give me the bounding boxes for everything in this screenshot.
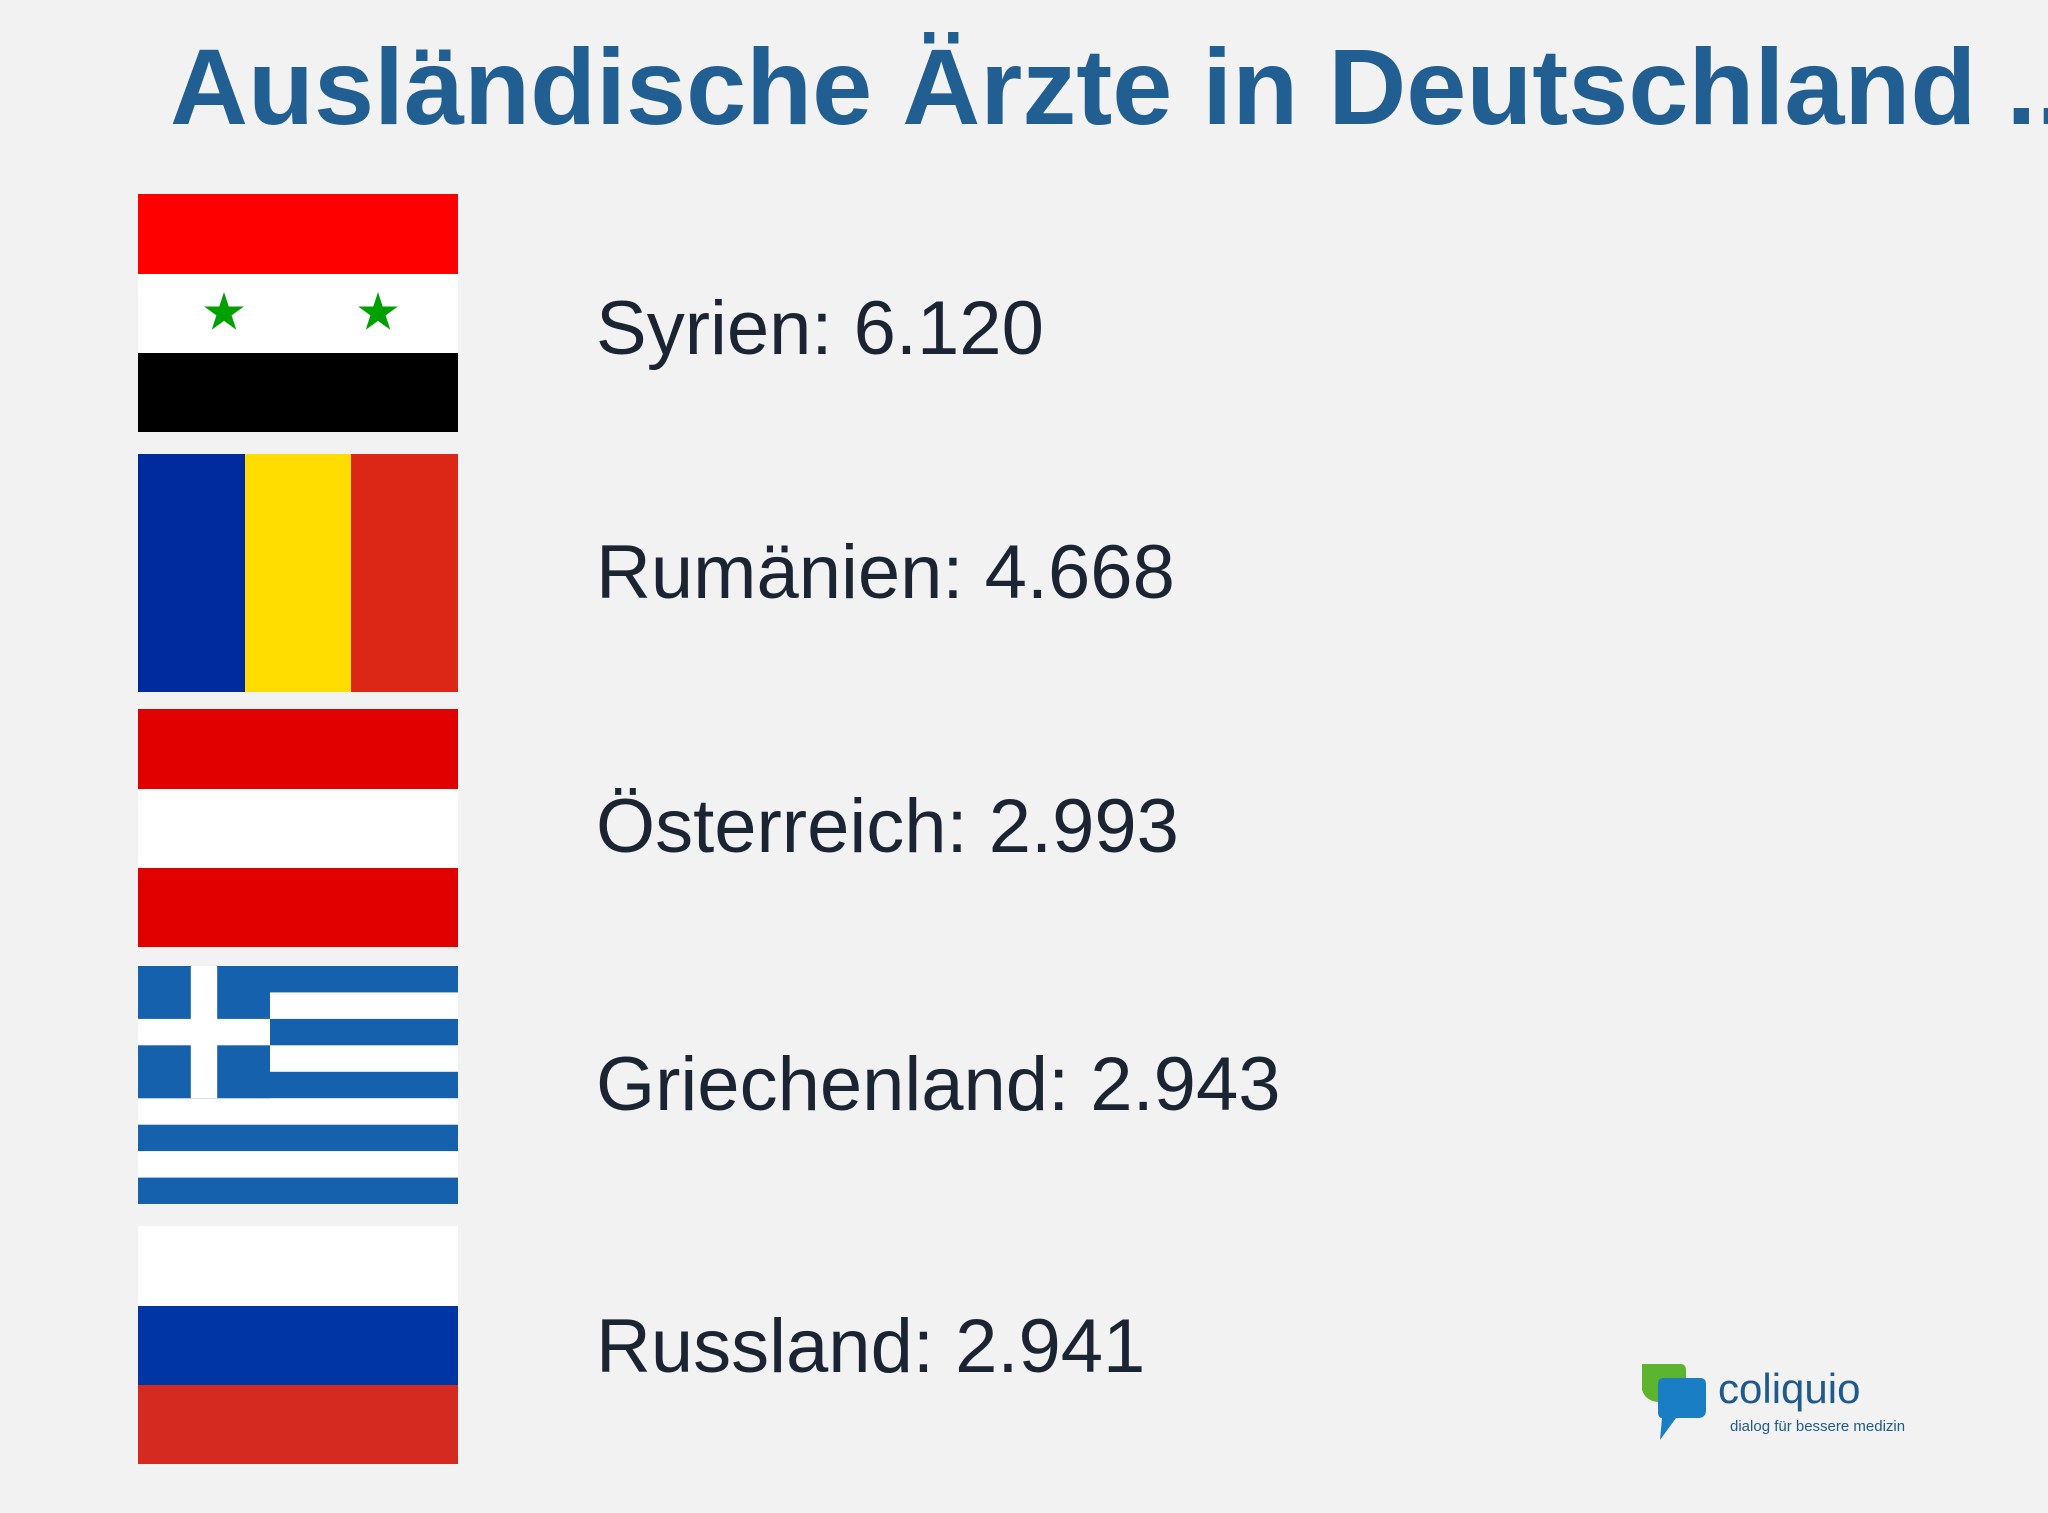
russia-flag-icon — [138, 1226, 458, 1464]
syria-flag-icon — [138, 194, 458, 432]
speech-bubble-leaf-icon — [1642, 1364, 1706, 1440]
country-label-russia: Russland: 2.941 — [596, 1304, 1146, 1389]
austria-flag-icon — [138, 709, 458, 947]
country-label-greece: Griechenland: 2.943 — [596, 1042, 1281, 1127]
country-label-syria: Syrien: 6.120 — [596, 286, 1044, 371]
logo-tagline: dialog für bessere medizin — [1730, 1418, 1906, 1435]
star-icon — [204, 292, 244, 330]
star-icon — [358, 292, 398, 330]
coliquio-logo: coliquio dialog für bessere medizin — [1640, 1362, 1930, 1452]
greece-flag-icon — [138, 966, 458, 1204]
romania-flag-icon — [138, 454, 458, 692]
country-label-austria: Österreich: 2.993 — [596, 784, 1179, 869]
page-title: Ausländische Ärzte in Deutschland ... — [170, 26, 2048, 147]
logo-name: coliquio — [1718, 1365, 1861, 1412]
country-label-romania: Rumänien: 4.668 — [596, 530, 1175, 615]
